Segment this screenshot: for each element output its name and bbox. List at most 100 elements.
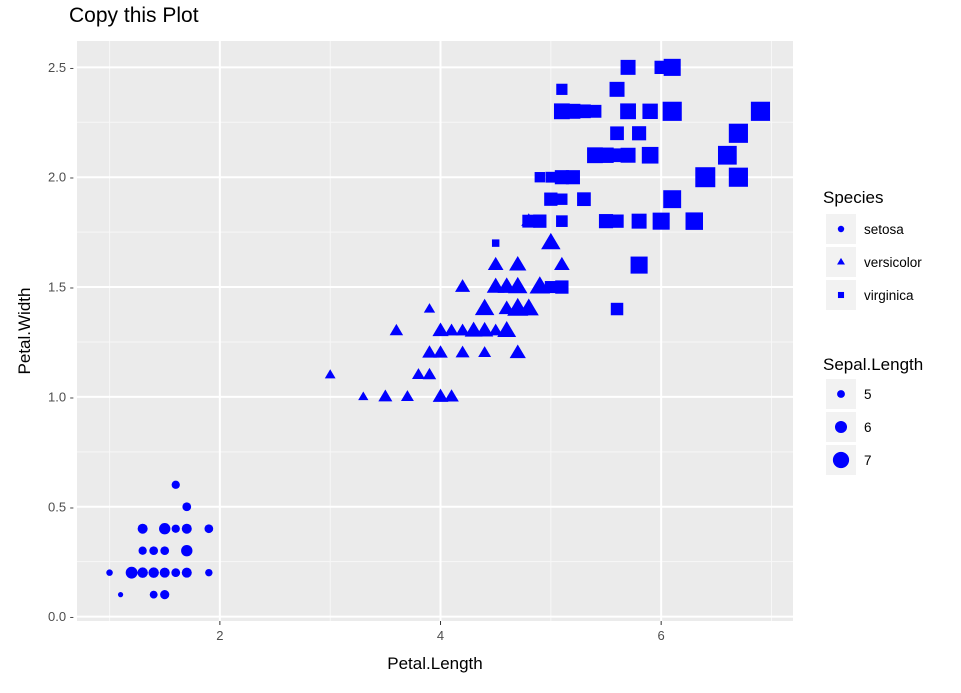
virginica-point — [522, 215, 535, 228]
setosa-point — [171, 480, 180, 489]
virginica-point — [555, 280, 569, 294]
setosa-point — [160, 546, 170, 556]
virginica-point — [695, 167, 716, 188]
versicolor-point — [455, 345, 470, 358]
versicolor-point — [444, 323, 459, 336]
virginica-point — [610, 126, 624, 141]
y-tick-label: 1.5 - — [48, 280, 74, 295]
setosa-point — [204, 524, 214, 534]
versicolor-point — [423, 303, 436, 313]
virginica-point — [556, 83, 568, 95]
axis-ticks: 2 4 6 0.0 - 0.5 - 1.0 - 1.5 - 2.0 - 2.5 - — [48, 60, 665, 643]
virginica-point — [554, 170, 569, 185]
legend-size-key-7 — [832, 451, 850, 469]
setosa-point — [127, 568, 136, 577]
legend-label-virginica: virginica — [864, 288, 914, 303]
y-tick-label: 2.5 - — [48, 60, 74, 75]
versicolor-point — [488, 323, 503, 336]
virginica-point — [630, 256, 648, 274]
legend-key-setosa — [837, 225, 845, 233]
virginica-point — [652, 212, 670, 230]
virginica-point — [662, 101, 682, 121]
virginica-point — [599, 214, 613, 229]
versicolor-point — [434, 324, 447, 336]
legend-size-key-5 — [837, 390, 845, 398]
versicolor-point — [400, 390, 414, 401]
virginica-point — [545, 171, 557, 183]
versicolor-point — [411, 368, 425, 380]
virginica-point — [663, 58, 681, 76]
setosa-point — [139, 569, 146, 576]
versicolor-point — [389, 323, 404, 336]
setosa-point — [137, 523, 148, 534]
setosa-point — [159, 523, 170, 534]
versicolor-point — [508, 276, 528, 294]
setosa-point — [181, 567, 192, 578]
virginica-point — [717, 145, 737, 165]
x-tick-label: 4 — [437, 628, 444, 643]
virginica-point — [632, 126, 647, 141]
virginica-point — [565, 170, 580, 185]
virginica-point — [534, 172, 545, 183]
setosa-point — [106, 569, 113, 576]
legend-label-setosa: setosa — [864, 222, 904, 237]
virginica-point — [577, 104, 591, 119]
legend-size-label-5: 5 — [864, 387, 872, 402]
setosa-point — [139, 547, 146, 554]
y-axis-title: Petal.Width — [15, 288, 34, 375]
virginica-point — [641, 146, 659, 164]
setosa-point — [181, 545, 193, 557]
data-points — [106, 58, 771, 600]
virginica-point — [610, 148, 624, 163]
setosa-point — [149, 546, 158, 555]
legend-key-virginica — [837, 291, 845, 299]
virginica-point — [491, 239, 500, 247]
x-tick-label: 2 — [216, 628, 223, 643]
virginica-point — [556, 215, 568, 227]
versicolor-point — [531, 277, 549, 293]
virginica-point — [610, 214, 624, 228]
virginica-point — [610, 302, 624, 316]
versicolor-point — [497, 321, 517, 337]
virginica-point — [728, 123, 748, 143]
versicolor-point — [358, 391, 369, 401]
versicolor-point — [422, 345, 437, 358]
setosa-point — [171, 524, 180, 533]
versicolor-point — [455, 279, 471, 292]
virginica-point — [620, 59, 636, 75]
versicolor-point — [475, 299, 495, 316]
plot-panel — [77, 41, 793, 621]
setosa-point — [160, 590, 170, 600]
virginica-point — [587, 147, 603, 164]
versicolor-point — [324, 369, 336, 379]
versicolor-point — [487, 256, 504, 271]
versicolor-point — [476, 321, 494, 337]
y-tick-label: 0.0 - — [48, 609, 74, 624]
chart-title: Copy this Plot — [69, 4, 199, 27]
virginica-point — [577, 192, 591, 207]
legends: Species setosa versicolor virginica Sepal.Le… — [823, 188, 923, 475]
virginica-point — [620, 147, 636, 163]
virginica-point — [544, 281, 557, 294]
setosa-point — [205, 568, 213, 577]
virginica-point — [750, 101, 771, 121]
legend-key-versicolor — [837, 257, 845, 265]
legend-size-label-6: 6 — [864, 420, 872, 435]
versicolor-point — [465, 322, 482, 337]
versicolor-point — [509, 344, 526, 359]
setosa-point — [149, 568, 158, 577]
versicolor-point — [422, 367, 437, 380]
x-tick-label: 6 — [658, 628, 665, 643]
versicolor-point — [444, 389, 459, 402]
virginica-point — [663, 190, 682, 209]
y-tick-label: 2.0 - — [48, 170, 74, 185]
y-tick-label: 1.0 - — [48, 389, 74, 404]
legend-label-versicolor: versicolor — [864, 255, 922, 270]
versicolor-point — [541, 232, 561, 250]
virginica-point — [609, 81, 625, 97]
versicolor-point — [498, 300, 515, 315]
legend-title-sepal-length: Sepal.Length — [823, 355, 923, 374]
versicolor-point — [518, 298, 539, 316]
virginica-point — [588, 104, 602, 118]
